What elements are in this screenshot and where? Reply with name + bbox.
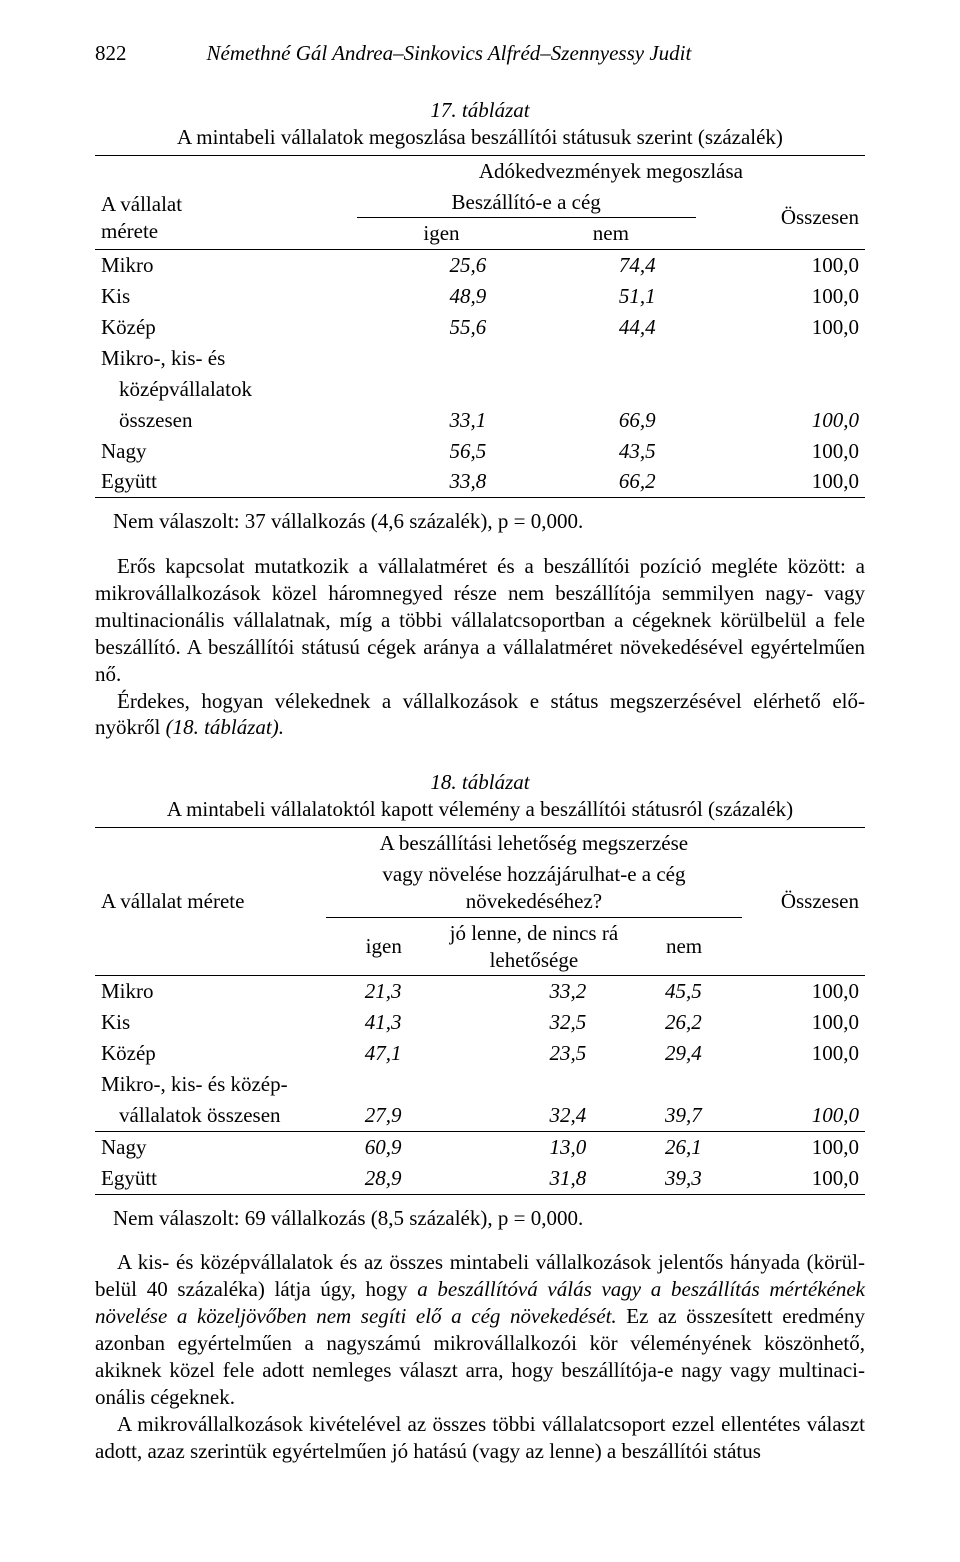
table18-caption-title: A mintabeli vállalatoktól kapott vélemén…: [95, 796, 865, 823]
table-row: Nagy 56,5 43,5 100,0: [95, 436, 865, 467]
table18-col-total: Összesen: [742, 828, 865, 976]
table-row: középvállalatok: [95, 374, 865, 405]
table18-spanner-l2: vagy növelése hozzájárulhat-e a cég növe…: [326, 859, 742, 917]
table18-note: Nem válaszolt: 69 vállalkozás (8,5 száza…: [113, 1205, 865, 1232]
table17-caption: 17. táblázat A mintabeli vállalatok mego…: [95, 97, 865, 151]
table18-spanner-l1: A beszállítási lehetőség megszerzése: [326, 828, 742, 859]
table-row: Kis 48,9 51,1 100,0: [95, 281, 865, 312]
table17-caption-title: A mintabeli vállalatok megoszlása beszál…: [95, 124, 865, 151]
paragraph: A mikrovállalkozások kivételével az össz…: [95, 1411, 865, 1465]
table18: A vállalat mérete A beszállítási lehetős…: [95, 827, 865, 1195]
table18-caption: 18. táblázat A mintabeli vállalatoktól k…: [95, 769, 865, 823]
table-row: Kis 41,3 32,5 26,2 100,0: [95, 1007, 865, 1038]
table-row: Nagy 60,9 13,0 26,1 100,0: [95, 1131, 865, 1162]
table18-col-igen: igen: [326, 917, 442, 976]
running-head: 822 Némethné Gál Andrea–Sinkovics Alfréd–…: [95, 40, 865, 67]
table17-col-left-l1: A vállalat: [101, 192, 182, 216]
table-row: összesen 33,1 66,9 100,0: [95, 405, 865, 436]
table-row: Mikro-, kis- és közép-: [95, 1069, 865, 1100]
table-row: vállalatok összesen 27,9 32,4 39,7 100,0: [95, 1100, 865, 1131]
table17-note: Nem válaszolt: 37 vállalkozás (4,6 száza…: [113, 508, 865, 535]
table-row: Együtt 33,8 66,2 100,0: [95, 466, 865, 497]
table18-col-left: A vállalat mérete: [95, 828, 326, 976]
page-number: 822: [95, 41, 127, 65]
table17-col-total: Összesen: [696, 187, 865, 250]
paragraph: Érdekes, hogyan vélekednek a vállalkozás…: [95, 688, 865, 742]
table17-col-igen: igen: [357, 218, 526, 250]
table-row: Közép 55,6 44,4 100,0: [95, 312, 865, 343]
table-row: Közép 47,1 23,5 29,4 100,0: [95, 1038, 865, 1069]
table18-caption-number: 18. táblázat: [430, 770, 529, 794]
table17-spanner: Adókedvezmények megoszlása: [357, 155, 865, 186]
table18-col-mid: jó lenne, de nincs rá lehetősége: [442, 917, 627, 976]
table17: Adókedvezmények megoszlása A vállalat mé…: [95, 155, 865, 499]
table-row: Mikro-, kis- és: [95, 343, 865, 374]
table17-caption-number: 17. táblázat: [430, 98, 529, 122]
table18-col-nem: nem: [626, 917, 742, 976]
table17-col-nem: nem: [526, 218, 695, 250]
paragraph: A kis- és középvállalatok és az összes m…: [95, 1249, 865, 1410]
table17-col-left-l2: mérete: [101, 219, 158, 243]
table-row: Mikro 25,6 74,4 100,0: [95, 250, 865, 281]
table17-sub-spanner: Beszállító-e a cég: [357, 187, 696, 218]
table-row: Mikro 21,3 33,2 45,5 100,0: [95, 976, 865, 1007]
paragraph: Erős kapcsolat mutatkozik a vállalatmére…: [95, 553, 865, 687]
table-row: Együtt 28,9 31,8 39,3 100,0: [95, 1163, 865, 1194]
running-title: Némethné Gál Andrea–Sinkovics Alfréd–Sze…: [207, 41, 692, 65]
